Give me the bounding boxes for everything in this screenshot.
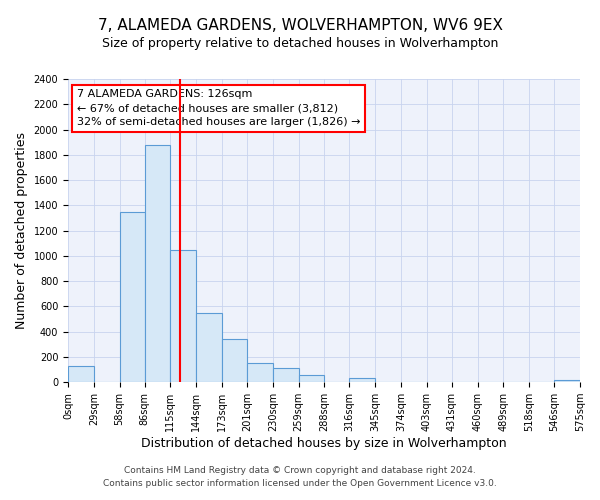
Bar (170, 250, 196, 382)
Bar (145, 144, 170, 382)
Bar (247, 362, 273, 382)
Text: Contains HM Land Registry data © Crown copyright and database right 2024.
Contai: Contains HM Land Registry data © Crown c… (103, 466, 497, 487)
Bar (196, 312, 222, 382)
Bar (273, 368, 299, 382)
Bar (349, 378, 375, 382)
Y-axis label: Number of detached properties: Number of detached properties (15, 132, 28, 329)
Bar (554, 380, 580, 382)
Text: Size of property relative to detached houses in Wolverhampton: Size of property relative to detached ho… (102, 38, 498, 51)
Text: 7, ALAMEDA GARDENS, WOLVERHAMPTON, WV6 9EX: 7, ALAMEDA GARDENS, WOLVERHAMPTON, WV6 9… (97, 18, 503, 32)
Bar (299, 374, 325, 382)
Bar (68, 366, 94, 382)
Text: 7 ALAMEDA GARDENS: 126sqm
← 67% of detached houses are smaller (3,812)
32% of se: 7 ALAMEDA GARDENS: 126sqm ← 67% of detac… (77, 89, 361, 127)
X-axis label: Distribution of detached houses by size in Wolverhampton: Distribution of detached houses by size … (141, 437, 507, 450)
Bar (222, 340, 247, 382)
Bar (119, 212, 145, 382)
